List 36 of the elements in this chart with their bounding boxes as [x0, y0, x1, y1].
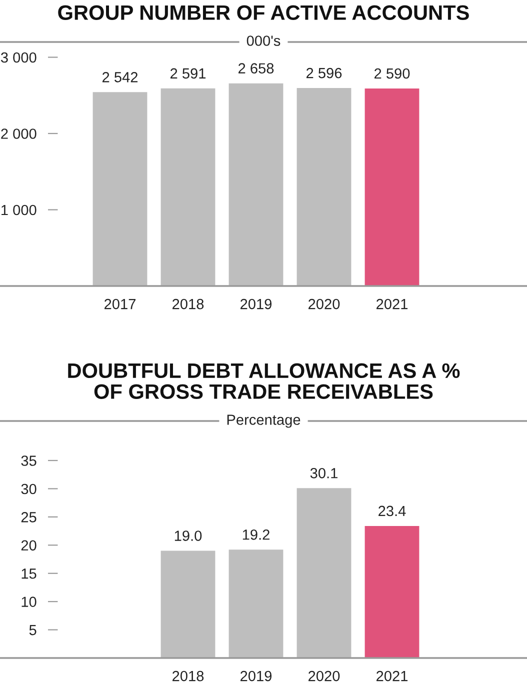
- y-tick-label: 20: [21, 540, 36, 551]
- data-label: 2 591: [170, 68, 206, 79]
- y-tick-label: 35: [21, 456, 36, 466]
- data-label: 2 542: [102, 72, 138, 82]
- data-label: 30.1: [310, 468, 338, 478]
- data-label: 2 596: [306, 68, 342, 78]
- y-tick-label: 5: [29, 625, 36, 636]
- x-tick-label: 2018: [172, 670, 204, 682]
- x-tick-label: 2020: [308, 670, 340, 682]
- data-label: 2 658: [238, 63, 274, 74]
- bar: [160, 550, 216, 658]
- bar: [228, 550, 284, 658]
- data-label: 19.0: [174, 530, 202, 541]
- chart-subtitle: 000's: [246, 36, 280, 46]
- x-tick-label: 2020: [308, 298, 340, 310]
- y-tick-label: 2 000: [1, 128, 36, 139]
- y-tick-label: 30: [21, 484, 36, 494]
- x-tick-label: 2021: [376, 670, 408, 682]
- data-label: 19.2: [242, 530, 270, 540]
- x-tick-label: 2018: [172, 298, 204, 310]
- bar: [364, 526, 420, 658]
- y-tick-label: 3 000: [0, 52, 36, 63]
- x-tick-label: 2021: [376, 298, 408, 310]
- x-tick-label: 2019: [240, 670, 272, 682]
- bar: [296, 488, 352, 658]
- x-tick-label: 2017: [104, 298, 136, 310]
- y-tick-label: 25: [21, 512, 36, 522]
- chart-title: GROUP NUMBER OF ACTIVE ACCOUNTS: [58, 5, 469, 20]
- x-tick-label: 2019: [240, 298, 272, 310]
- y-tick-label: 15: [22, 568, 36, 579]
- y-tick-label: 10: [22, 596, 36, 607]
- data-label: 23.4: [378, 506, 406, 516]
- data-label: 2 590: [374, 68, 410, 79]
- chart-subtitle: Percentage: [227, 414, 300, 428]
- chart-title: DOUBTFUL DEBT ALLOWANCE AS A % OF GROSS TRADE RECEIVABLES: [68, 363, 460, 399]
- y-tick-label: 1 000: [2, 204, 36, 216]
